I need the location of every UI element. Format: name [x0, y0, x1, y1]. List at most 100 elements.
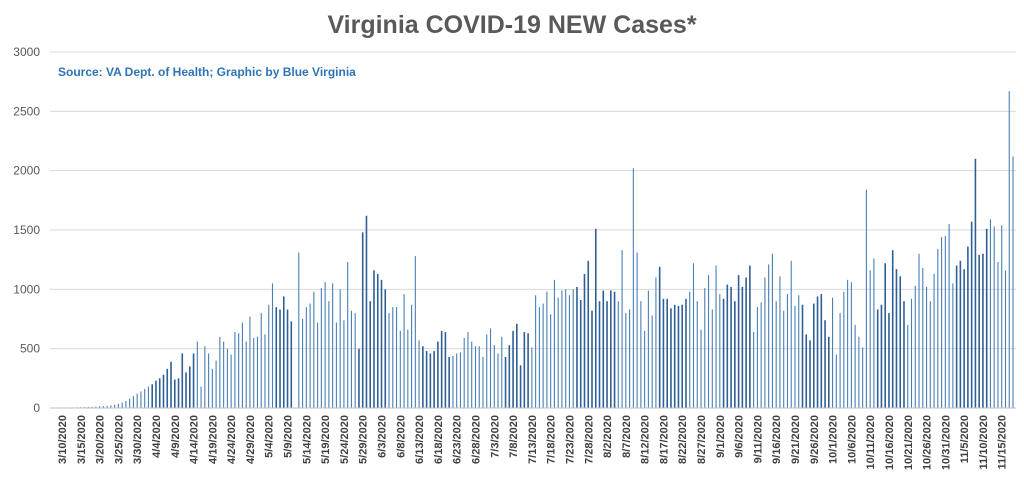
bar: [155, 380, 157, 408]
x-tick-label: 4/4/2020: [151, 415, 163, 458]
bar: [832, 297, 834, 408]
bar: [888, 313, 890, 408]
bar: [189, 366, 191, 408]
bar: [429, 353, 432, 408]
bar: [192, 353, 195, 408]
x-tick-label: 6/18/2020: [433, 415, 445, 464]
bar: [798, 295, 800, 408]
bar: [305, 307, 307, 408]
bar: [835, 354, 837, 408]
bar: [335, 322, 337, 408]
bar: [745, 277, 747, 408]
bar: [948, 224, 950, 408]
bar: [621, 250, 623, 408]
bar: [437, 341, 439, 408]
x-tick-label: 7/28/2020: [583, 415, 595, 464]
bar: [843, 291, 845, 408]
bar: [256, 336, 259, 408]
bar: [741, 286, 744, 408]
bar: [459, 352, 461, 408]
bar: [354, 313, 356, 408]
x-tick-label: 8/12/2020: [640, 415, 652, 464]
bar: [561, 290, 563, 408]
x-tick-label: 6/13/2020: [414, 415, 426, 464]
bar: [339, 289, 341, 408]
bar: [629, 309, 631, 408]
bar: [452, 355, 454, 408]
bar: [673, 304, 676, 408]
bar: [753, 332, 755, 408]
bar: [512, 330, 514, 408]
bar: [140, 391, 142, 408]
bar: [876, 309, 879, 408]
bar: [399, 330, 401, 408]
y-tick-label: 3000: [13, 45, 40, 59]
bar: [926, 286, 928, 408]
bar: [854, 324, 856, 408]
x-tick-label: 6/8/2020: [395, 415, 407, 458]
bar: [440, 330, 443, 408]
bar: [407, 329, 409, 408]
y-tick-label: 2000: [13, 164, 40, 178]
bar: [903, 301, 905, 408]
bar: [617, 301, 619, 408]
bar: [579, 300, 582, 408]
bar: [899, 276, 902, 408]
bar: [177, 378, 180, 408]
bar: [982, 253, 984, 408]
bar: [606, 301, 608, 408]
x-tick-label: 9/21/2020: [790, 415, 802, 464]
bar: [196, 341, 198, 408]
bar: [241, 322, 243, 408]
bar: [677, 305, 680, 408]
bar: [328, 301, 330, 408]
bar: [535, 295, 537, 408]
bar: [768, 264, 770, 408]
bar: [519, 365, 522, 408]
chart-title: Virginia COVID-19 NEW Cases*: [327, 11, 696, 39]
x-tick-label: 10/31/2020: [940, 415, 952, 470]
bar: [865, 189, 867, 408]
bar: [963, 269, 965, 408]
x-tick-label: 5/9/2020: [283, 415, 295, 458]
x-tick-label: 9/1/2020: [715, 415, 727, 458]
x-tick-label: 7/23/2020: [564, 415, 576, 464]
chart-subtitle: Source: VA Dept. of Health; Graphic by B…: [58, 65, 356, 79]
bar: [211, 368, 213, 408]
bar: [891, 250, 894, 408]
bar: [136, 393, 138, 408]
bar: [602, 290, 605, 408]
bar: [576, 286, 578, 408]
bar: [666, 298, 668, 408]
x-tick-label: 8/17/2020: [658, 415, 670, 464]
bar: [591, 310, 593, 408]
x-tick-label: 7/3/2020: [489, 415, 501, 458]
x-tick-label: 9/11/2020: [752, 415, 764, 463]
bar: [95, 406, 97, 408]
bar: [583, 273, 586, 408]
y-tick-label: 500: [20, 342, 40, 356]
bar: [933, 273, 935, 408]
bar: [704, 288, 706, 408]
bar: [955, 265, 958, 408]
bar: [463, 337, 465, 408]
bar: [309, 303, 311, 408]
bar: [504, 356, 507, 408]
bar: [858, 336, 860, 408]
x-tick-label: 11/15/2020: [997, 415, 1009, 469]
bar: [670, 308, 672, 408]
bar: [790, 260, 792, 408]
x-tick-label: 3/15/2020: [76, 415, 88, 464]
bar: [749, 265, 751, 408]
bar: [692, 263, 695, 408]
x-tick-label: 3/30/2020: [132, 415, 144, 464]
bar: [422, 346, 424, 408]
bar: [497, 353, 499, 408]
x-tick-label: 10/26/2020: [922, 415, 934, 470]
bar: [200, 386, 202, 408]
bar: [974, 158, 977, 408]
bar: [647, 290, 649, 408]
bar: [959, 260, 962, 408]
bar: [486, 334, 488, 408]
x-tick-label: 10/11/2020: [865, 415, 877, 469]
